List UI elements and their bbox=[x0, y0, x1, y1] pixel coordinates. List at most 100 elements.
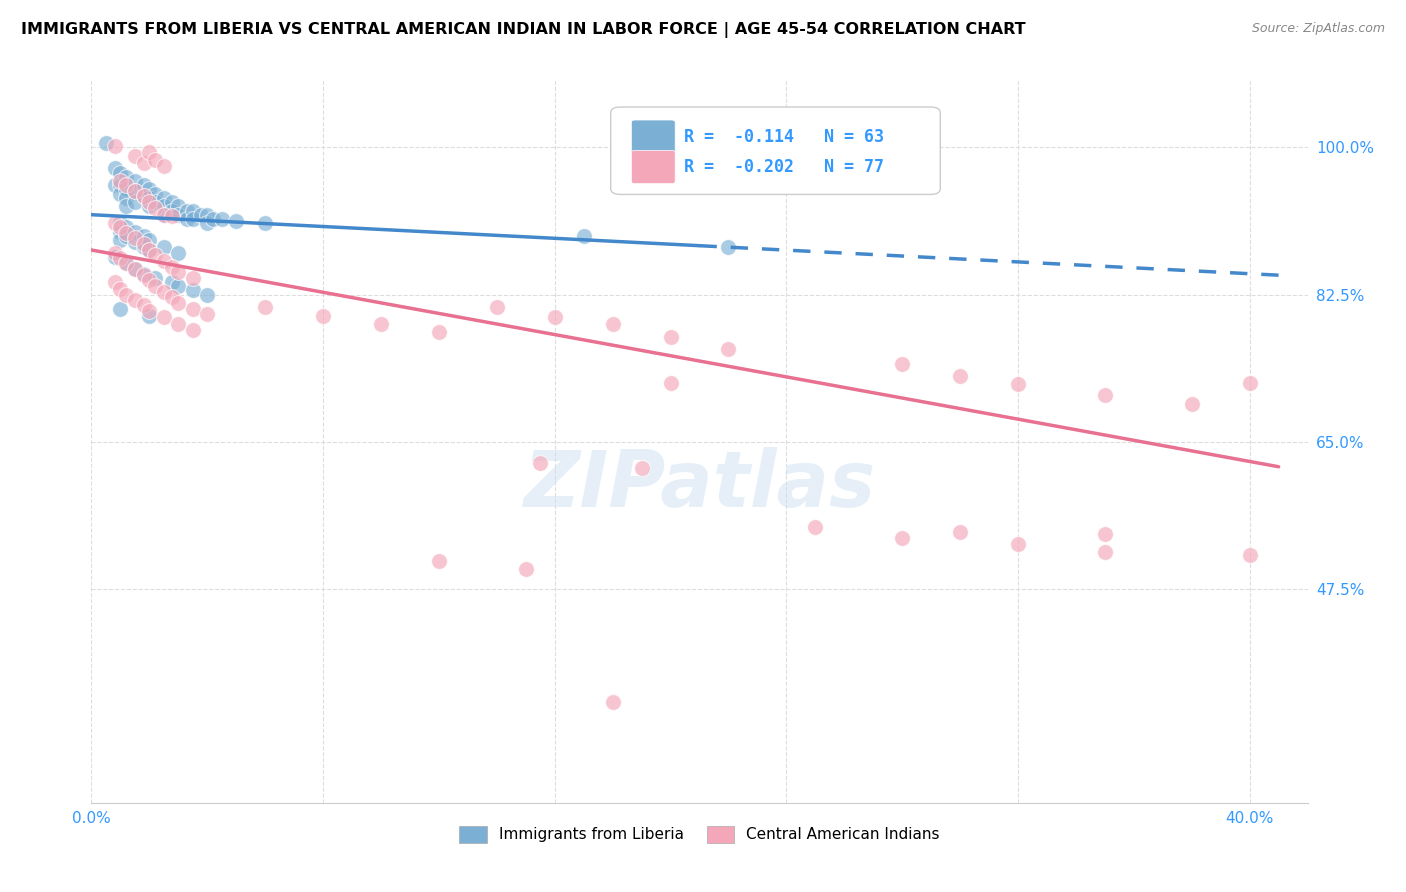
Point bbox=[1094, 545, 1116, 559]
Point bbox=[717, 239, 740, 253]
Point bbox=[138, 182, 160, 196]
Point bbox=[124, 184, 146, 198]
Point bbox=[195, 287, 218, 301]
Point bbox=[181, 323, 204, 337]
Point bbox=[152, 191, 174, 205]
Point bbox=[110, 301, 132, 316]
Point bbox=[167, 265, 190, 279]
Point bbox=[110, 225, 132, 239]
Point bbox=[132, 239, 155, 253]
Point bbox=[181, 301, 204, 316]
Point bbox=[804, 520, 827, 534]
Point bbox=[572, 228, 595, 243]
Point bbox=[132, 155, 155, 169]
Point bbox=[152, 310, 174, 325]
Point bbox=[659, 376, 682, 390]
Point bbox=[1007, 537, 1029, 551]
Point bbox=[110, 252, 132, 266]
Point bbox=[312, 309, 335, 323]
Point bbox=[124, 262, 146, 277]
Point bbox=[132, 178, 155, 193]
Point bbox=[152, 208, 174, 222]
Point bbox=[167, 279, 190, 293]
Point bbox=[115, 256, 138, 270]
Point bbox=[103, 216, 125, 230]
Point bbox=[143, 201, 166, 215]
Point bbox=[190, 208, 212, 222]
Point bbox=[115, 199, 138, 213]
Point bbox=[162, 290, 184, 304]
Point bbox=[427, 326, 450, 340]
Point bbox=[124, 174, 146, 188]
Legend: Immigrants from Liberia, Central American Indians: Immigrants from Liberia, Central America… bbox=[453, 820, 946, 849]
Point bbox=[152, 159, 174, 173]
Point bbox=[225, 214, 247, 228]
Point bbox=[152, 253, 174, 268]
Point bbox=[152, 199, 174, 213]
FancyBboxPatch shape bbox=[631, 120, 675, 153]
Point bbox=[124, 262, 146, 277]
Point bbox=[162, 275, 184, 289]
Point bbox=[162, 260, 184, 274]
Point bbox=[167, 208, 190, 222]
Point bbox=[138, 145, 160, 159]
Point bbox=[124, 231, 146, 245]
Point bbox=[115, 220, 138, 235]
Point bbox=[181, 283, 204, 297]
Point bbox=[717, 342, 740, 356]
Point bbox=[110, 216, 132, 230]
Point bbox=[195, 307, 218, 321]
Point bbox=[176, 203, 198, 218]
Point bbox=[167, 296, 190, 310]
Point bbox=[891, 357, 914, 371]
Point bbox=[138, 191, 160, 205]
Point bbox=[103, 178, 125, 193]
Point bbox=[103, 250, 125, 264]
Point bbox=[195, 216, 218, 230]
Point bbox=[124, 235, 146, 249]
Point bbox=[115, 228, 138, 243]
Text: R =  -0.114   N = 63: R = -0.114 N = 63 bbox=[683, 128, 884, 145]
Point bbox=[891, 531, 914, 545]
Point bbox=[103, 161, 125, 176]
Point bbox=[103, 245, 125, 260]
Point bbox=[138, 243, 160, 257]
Point bbox=[124, 225, 146, 239]
Point bbox=[138, 304, 160, 318]
Point bbox=[115, 191, 138, 205]
Point bbox=[630, 461, 652, 475]
Point bbox=[143, 270, 166, 285]
Point bbox=[110, 186, 132, 201]
Point bbox=[1094, 388, 1116, 402]
Point bbox=[124, 184, 146, 198]
Point bbox=[110, 233, 132, 247]
Point bbox=[152, 285, 174, 299]
Point bbox=[138, 195, 160, 210]
Point bbox=[1094, 527, 1116, 541]
Point bbox=[110, 178, 132, 193]
Point bbox=[132, 237, 155, 252]
Point bbox=[138, 273, 160, 287]
Point bbox=[515, 562, 537, 576]
Point bbox=[162, 203, 184, 218]
Point bbox=[115, 226, 138, 240]
Point bbox=[211, 211, 233, 226]
Point bbox=[138, 233, 160, 247]
Text: ZIPatlas: ZIPatlas bbox=[523, 447, 876, 523]
Point bbox=[162, 195, 184, 210]
Point bbox=[202, 211, 225, 226]
Point bbox=[103, 138, 125, 153]
Point bbox=[115, 287, 138, 301]
Point bbox=[132, 228, 155, 243]
Point bbox=[181, 211, 204, 226]
Point bbox=[115, 256, 138, 270]
Point bbox=[132, 268, 155, 283]
Point bbox=[176, 211, 198, 226]
Point bbox=[162, 210, 184, 224]
Point bbox=[152, 208, 174, 222]
Point bbox=[132, 267, 155, 281]
Point bbox=[143, 248, 166, 262]
Point bbox=[1181, 397, 1204, 411]
Point bbox=[115, 178, 138, 193]
Point bbox=[254, 300, 277, 314]
